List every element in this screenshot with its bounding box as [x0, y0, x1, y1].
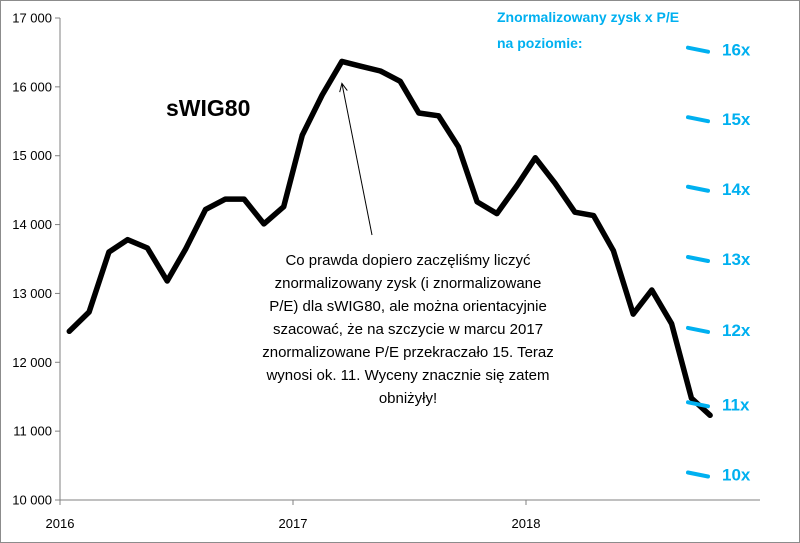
x-axis-ticks: 2016 2017 2018 — [46, 500, 541, 531]
data-point — [572, 209, 578, 215]
data-point — [688, 395, 694, 401]
data-point — [241, 196, 247, 202]
pe-axis-title: Znormalizowany zysk x P/E na poziomie: — [497, 9, 683, 51]
pe-level-label: 15x — [722, 110, 751, 129]
pe-axis-title-line-2: na poziomie: — [497, 35, 583, 51]
y-tick-label: 15 000 — [12, 148, 52, 163]
data-point — [299, 132, 305, 138]
data-point — [377, 68, 383, 74]
data-point — [183, 246, 189, 252]
data-point — [164, 278, 170, 284]
pe-level-marker — [686, 45, 710, 54]
data-point — [514, 183, 520, 189]
y-axis-ticks: 10 000 11 000 12 000 13 000 14 000 15 000 16 0… — [12, 11, 60, 508]
x-tick-label: 2017 — [279, 516, 308, 531]
y-tick-label: 12 000 — [12, 355, 52, 370]
data-point — [649, 287, 655, 293]
pe-level-label: 12x — [722, 321, 751, 340]
annotation-arrow — [339, 82, 373, 236]
pe-level-label: 11x — [722, 395, 750, 414]
data-point — [416, 110, 422, 116]
pe-level-label: 14x — [722, 180, 751, 199]
pe-level-marker — [686, 115, 710, 124]
data-point — [106, 249, 112, 255]
data-point — [261, 221, 267, 227]
pe-level-marker — [686, 470, 710, 479]
data-point — [494, 211, 500, 217]
data-point — [669, 321, 675, 327]
plot-area — [66, 58, 713, 419]
pe-level-label: 10x — [722, 466, 751, 485]
data-point — [591, 213, 597, 219]
pe-axis-title-line-1: Znormalizowany zysk x P/E — [497, 9, 679, 25]
x-tick-label: 2016 — [46, 516, 75, 531]
y-tick-label: 10 000 — [12, 493, 52, 508]
annotation-arrow-line — [341, 83, 373, 236]
data-point — [610, 248, 616, 254]
pe-levels: 16x 15x 14x 13x 12x 11x 10x — [686, 41, 751, 485]
data-point — [552, 180, 558, 186]
data-point — [125, 237, 131, 243]
pe-level-label: 16x — [722, 41, 751, 60]
annotation-arrow-head — [339, 82, 348, 93]
pe-level-marker — [686, 255, 710, 263]
data-point — [66, 328, 72, 334]
annotation-text: Co prawda dopiero zaczęliśmy liczyć znor… — [262, 252, 554, 407]
data-point — [319, 92, 325, 98]
data-point — [455, 144, 461, 150]
series-line — [66, 58, 713, 419]
data-point — [358, 63, 364, 69]
data-point — [86, 309, 92, 315]
pe-level-label: 13x — [722, 250, 751, 269]
data-point — [436, 113, 442, 119]
pe-level-marker — [686, 400, 710, 409]
x-tick-label: 2018 — [512, 516, 541, 531]
data-point — [474, 199, 480, 205]
y-tick-label: 11 000 — [13, 424, 52, 439]
series-title: sWIG80 — [166, 95, 250, 121]
axes — [59, 18, 760, 501]
data-point — [203, 206, 209, 212]
data-point — [532, 155, 538, 161]
data-point — [707, 412, 713, 418]
data-point — [339, 58, 345, 64]
y-tick-label: 16 000 — [12, 79, 52, 94]
pe-level-marker — [686, 325, 710, 334]
data-point — [144, 245, 150, 251]
data-point — [222, 196, 228, 202]
y-tick-label: 14 000 — [12, 217, 52, 232]
data-point — [281, 204, 287, 210]
data-point — [397, 78, 403, 84]
data-point — [630, 311, 636, 317]
y-tick-label: 13 000 — [12, 286, 52, 301]
y-tick-label: 17 000 — [12, 11, 52, 26]
pe-level-marker — [686, 184, 710, 193]
